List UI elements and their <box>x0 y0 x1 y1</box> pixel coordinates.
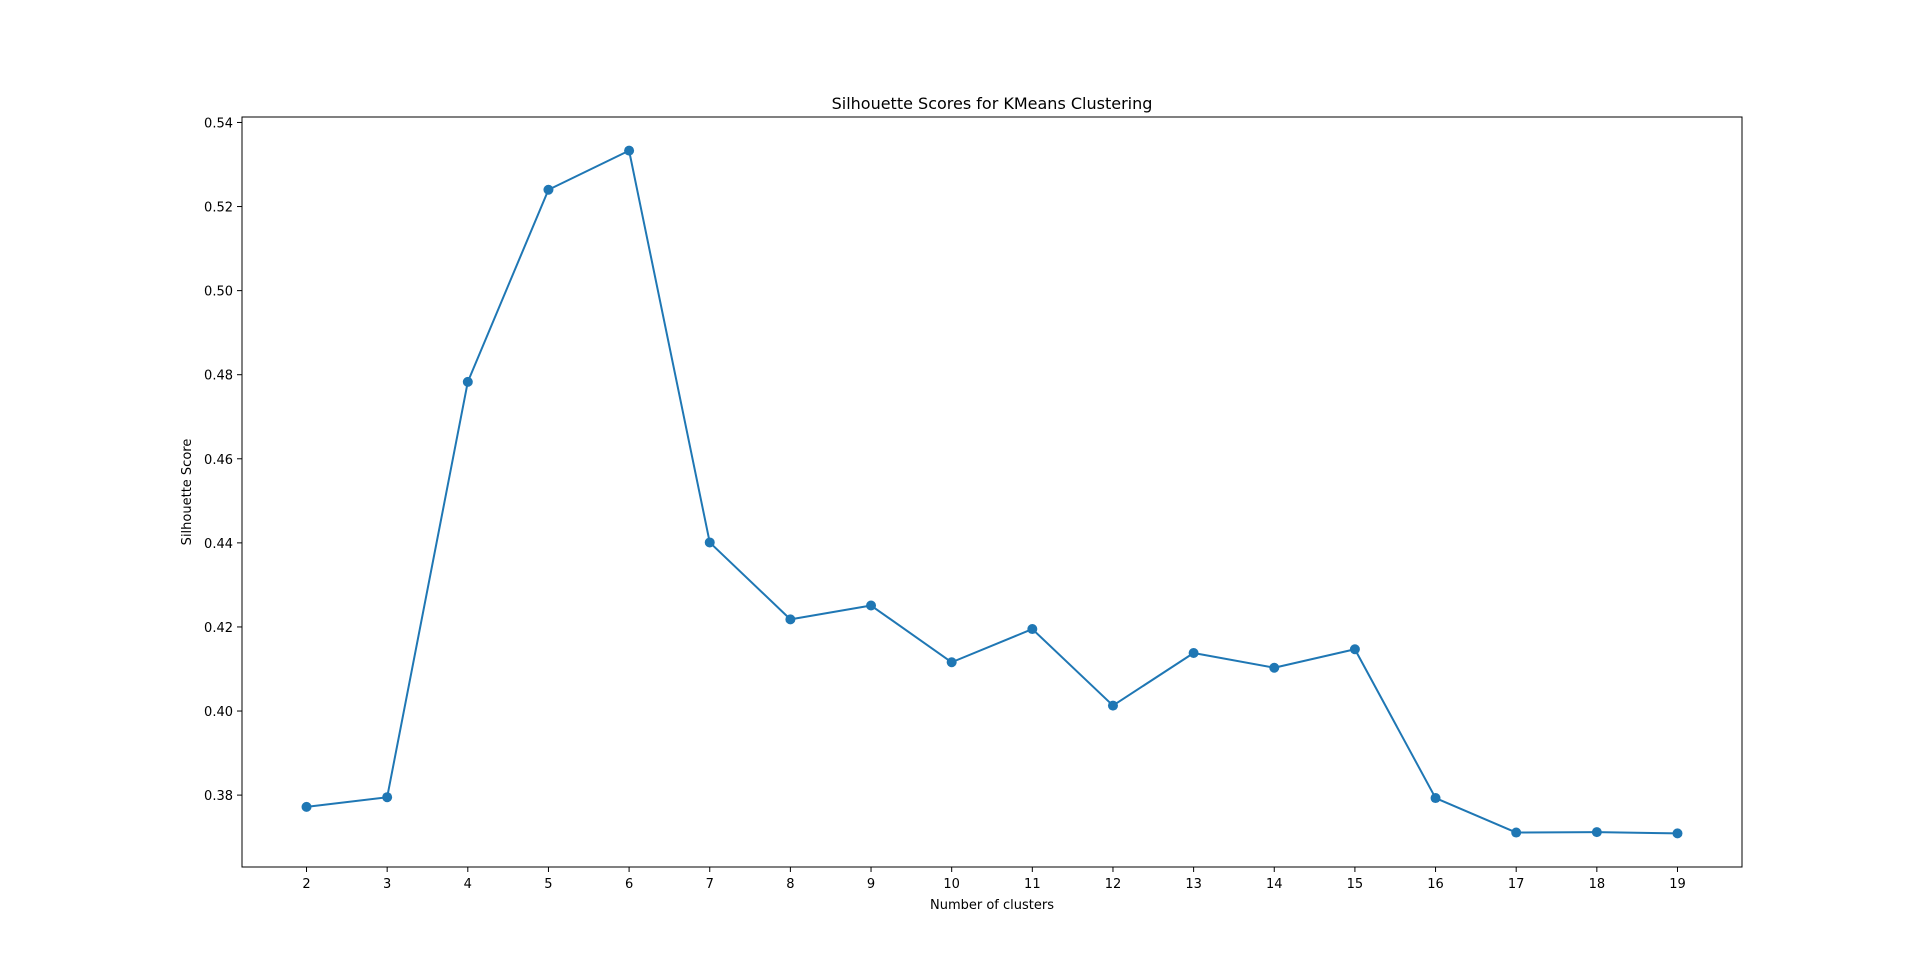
data-point <box>382 792 393 803</box>
data-point <box>624 145 635 156</box>
x-axis-ticks: 2 3 4 5 6 7 8 9 10 11 12 13 14 15 16 17 18 19 <box>302 867 1686 892</box>
data-point <box>866 600 877 611</box>
x-tick-label: 9 <box>867 877 875 892</box>
data-point <box>1430 793 1441 804</box>
data-point <box>1591 827 1602 838</box>
data-point <box>1269 662 1280 673</box>
y-tick-label: 0.42 <box>204 621 233 636</box>
x-tick-label: 15 <box>1347 877 1364 892</box>
series-line <box>306 149 1678 835</box>
x-tick-label: 14 <box>1266 877 1283 892</box>
y-axis-label: Silhouette Score <box>180 439 195 546</box>
y-tick-label: 0.44 <box>204 537 233 552</box>
y-tick-label: 0.38 <box>204 789 233 804</box>
y-tick-label: 0.54 <box>204 116 233 131</box>
data-point <box>1107 700 1118 711</box>
y-tick-label: 0.52 <box>204 201 233 216</box>
x-tick-label: 16 <box>1427 877 1444 892</box>
x-axis-label: Number of clusters <box>930 898 1054 913</box>
x-tick-label: 7 <box>706 877 714 892</box>
chart-title: Silhouette Scores for KMeans Clustering <box>832 94 1153 113</box>
data-point <box>1349 644 1360 655</box>
y-axis-ticks: 0.38 0.40 0.42 0.44 0.46 0.48 0.50 0.52 0.54 <box>204 116 242 804</box>
x-tick-label: 4 <box>464 877 472 892</box>
x-tick-label: 12 <box>1105 877 1122 892</box>
series-layer <box>301 145 1683 839</box>
x-tick-label: 18 <box>1589 877 1606 892</box>
y-tick-label: 0.48 <box>204 369 233 384</box>
data-point <box>1511 827 1522 838</box>
data-point <box>301 801 312 812</box>
data-point <box>462 376 473 387</box>
x-tick-label: 10 <box>943 877 960 892</box>
y-tick-label: 0.50 <box>204 285 233 300</box>
x-tick-label: 11 <box>1024 877 1041 892</box>
plot-frame <box>241 116 1743 868</box>
data-point <box>1188 648 1199 659</box>
x-tick-label: 8 <box>786 877 794 892</box>
x-tick-label: 19 <box>1669 877 1686 892</box>
x-tick-label: 13 <box>1185 877 1202 892</box>
data-point <box>785 614 796 625</box>
data-point <box>1027 624 1038 635</box>
x-tick-label: 6 <box>625 877 633 892</box>
y-tick-label: 0.40 <box>204 705 233 720</box>
x-tick-label: 17 <box>1508 877 1525 892</box>
x-tick-label: 5 <box>544 877 552 892</box>
x-tick-label: 3 <box>383 877 391 892</box>
data-point <box>1672 828 1683 839</box>
data-point <box>946 657 957 668</box>
y-tick-label: 0.46 <box>204 453 233 468</box>
x-tick-label: 2 <box>302 877 310 892</box>
data-point <box>543 184 554 195</box>
data-point <box>704 537 715 548</box>
